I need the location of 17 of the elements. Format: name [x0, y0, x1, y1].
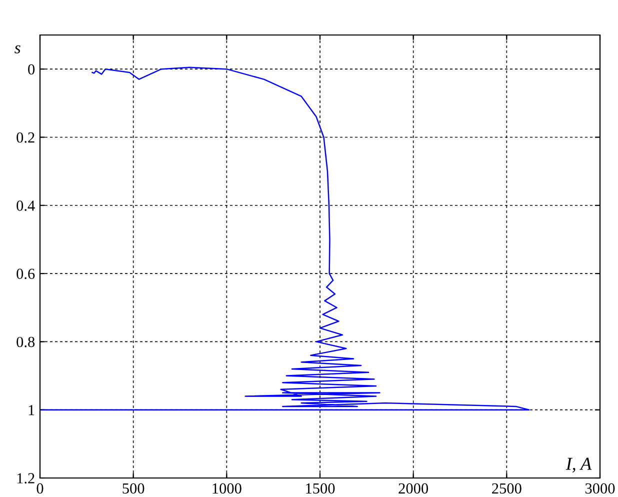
y-axis-title: s — [14, 45, 20, 54]
y-tick-label: 1 — [28, 405, 34, 416]
y-tick-label: 1.2 — [17, 473, 34, 484]
y-tick-label: 0.4 — [16, 200, 35, 211]
y-tick-label: 0.8 — [16, 336, 35, 348]
x-tick-label: 1000 — [212, 483, 242, 494]
y-tick-label: 0.2 — [16, 132, 34, 143]
x-tick-label: 1500 — [306, 483, 335, 494]
y-tick-label: 0 — [28, 64, 35, 75]
line-series — [40, 66, 530, 410]
x-tick-label: 2500 — [492, 483, 522, 494]
x-axis-title: I, A — [566, 458, 592, 472]
x-tick-label: 500 — [122, 483, 144, 494]
x-tick-label: 0 — [36, 483, 44, 494]
x-tick-label: 2000 — [398, 483, 428, 494]
x-tick-label: 3000 — [585, 483, 615, 494]
y-tick-label: 0.6 — [16, 268, 35, 280]
